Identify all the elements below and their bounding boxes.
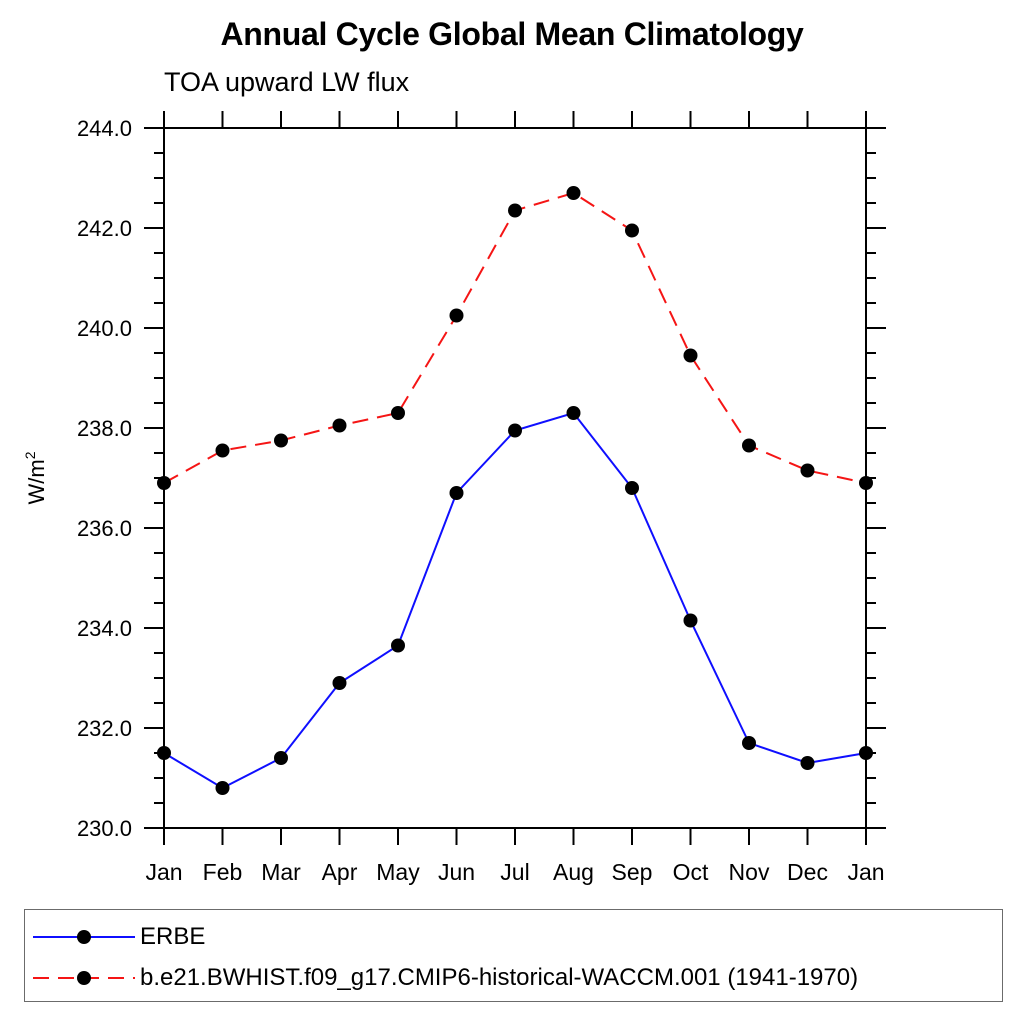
data-point-marker	[449, 308, 464, 323]
y-tick-label: 238.0	[77, 416, 132, 441]
x-tick-label: Dec	[787, 859, 828, 885]
x-tick-label: Oct	[673, 859, 709, 885]
x-tick-label: Nov	[729, 859, 770, 885]
data-point-marker	[157, 746, 171, 760]
data-point-marker	[625, 481, 639, 495]
x-tick-label: Jan	[847, 859, 884, 885]
y-tick-label: 244.0	[77, 116, 132, 141]
y-tick-label: 236.0	[77, 516, 132, 541]
plot-frame	[163, 127, 867, 829]
data-point-marker	[566, 186, 581, 200]
legend-label-erbe: ERBE	[140, 922, 206, 950]
data-point-marker	[859, 746, 873, 760]
legend-sample-waccm-line	[33, 970, 135, 985]
data-point-marker	[508, 423, 522, 438]
data-point-marker	[800, 756, 815, 770]
series-line-waccm	[163, 191, 867, 484]
chart-title: Annual Cycle Global Mean Climatology	[220, 16, 804, 52]
data-point-marker	[742, 438, 756, 453]
legend-entry-erbe: ERBE	[25, 916, 1002, 957]
data-point-marker	[332, 676, 347, 690]
data-point-marker	[332, 418, 347, 433]
x-tick-label: Jul	[500, 859, 529, 885]
legend-label-waccm: b.e21.BWHIST.f09_g17.CMIP6-historical-WA…	[140, 963, 859, 991]
data-point-marker	[274, 751, 288, 765]
x-tick-label: Aug	[553, 859, 594, 885]
data-point-marker	[800, 463, 815, 478]
y-tick-label: 242.0	[77, 216, 132, 241]
data-point-marker	[274, 433, 288, 448]
x-tick-label: Sep	[612, 859, 653, 885]
data-point-marker	[683, 348, 698, 363]
data-point-marker	[391, 406, 405, 420]
data-point-marker	[859, 476, 873, 490]
x-tick-label: Jan	[145, 859, 182, 885]
chart-canvas: 230.0 232.0 234.0 236.0 238.0 240.0 242.0 244.0…	[22, 111, 886, 885]
y-axis-title: W/m2	[22, 451, 49, 504]
y-tick-label: 234.0	[77, 616, 132, 641]
data-point-marker	[391, 638, 405, 653]
x-tick-label: Mar	[261, 859, 301, 885]
x-tick-label: May	[376, 859, 420, 885]
data-point-marker	[742, 736, 756, 750]
data-point-marker	[215, 781, 230, 795]
x-tick-label: Jun	[438, 859, 475, 885]
y-tick-label: 232.0	[77, 716, 132, 741]
x-tick-label: Apr	[322, 859, 358, 885]
legend-sample-erbe-line	[33, 929, 135, 944]
legend-marker-dot	[77, 970, 91, 985]
legend-marker-dot	[77, 929, 91, 944]
data-point-marker	[683, 613, 698, 628]
data-point-marker	[449, 486, 464, 500]
y-tick-label: 240.0	[77, 316, 132, 341]
x-tick-label: Feb	[203, 859, 243, 885]
y-tick-label: 230.0	[77, 816, 132, 841]
chart-subtitle: TOA upward LW flux	[164, 67, 410, 97]
data-point-marker	[157, 476, 171, 490]
legend: ERBE b.e21.BWHIST.f09_g17.CMIP6-historic…	[24, 909, 1003, 1002]
series-line-erbe	[163, 411, 867, 790]
data-point-marker	[215, 443, 230, 458]
data-point-marker	[566, 406, 581, 420]
legend-entry-waccm: b.e21.BWHIST.f09_g17.CMIP6-historical-WA…	[25, 957, 1002, 998]
data-point-marker	[508, 203, 522, 218]
data-point-marker	[625, 223, 639, 238]
